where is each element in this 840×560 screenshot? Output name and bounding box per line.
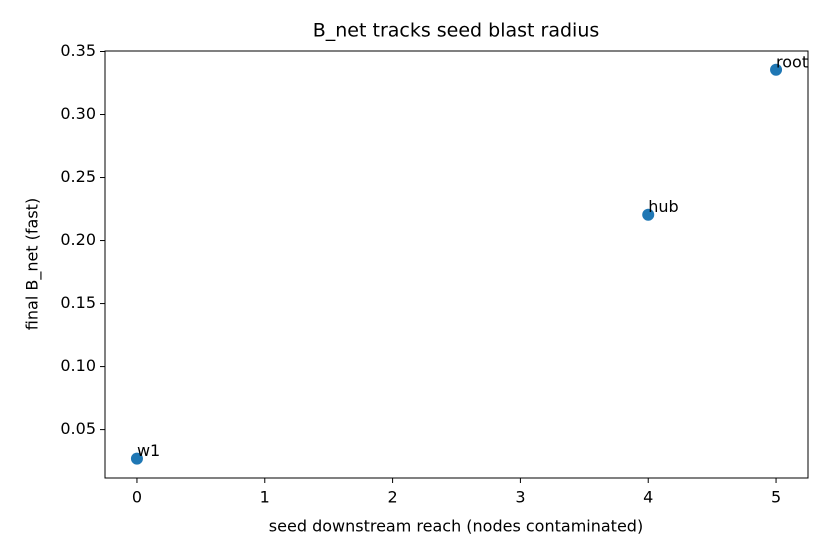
y-tick-label: 0.25 [60, 167, 96, 186]
point-label: hub [648, 197, 678, 216]
chart-title: B_net tracks seed blast radius [313, 20, 600, 42]
point-label: w1 [137, 441, 160, 460]
y-tick-label: 0.20 [60, 230, 96, 249]
x-tick-label: 2 [387, 488, 397, 507]
y-axis-label: final B_net (fast) [23, 198, 43, 330]
point [130, 452, 143, 465]
point [642, 208, 655, 221]
x-tick-label: 0 [132, 488, 142, 507]
y-tick-label: 0.05 [60, 419, 96, 438]
y-tick-label: 0.35 [60, 41, 96, 60]
point [770, 63, 783, 76]
x-tick-label: 3 [515, 488, 525, 507]
point-label: root [776, 52, 808, 71]
plot-frame [104, 50, 809, 479]
x-tick-label: 4 [643, 488, 653, 507]
y-tick-label: 0.15 [60, 293, 96, 312]
x-tick-label: 1 [260, 488, 270, 507]
x-tick-label: 5 [771, 488, 781, 507]
y-tick-label: 0.10 [60, 356, 96, 375]
x-axis-label: seed downstream reach (nodes contaminate… [269, 517, 643, 536]
y-tick-label: 0.30 [60, 104, 96, 123]
